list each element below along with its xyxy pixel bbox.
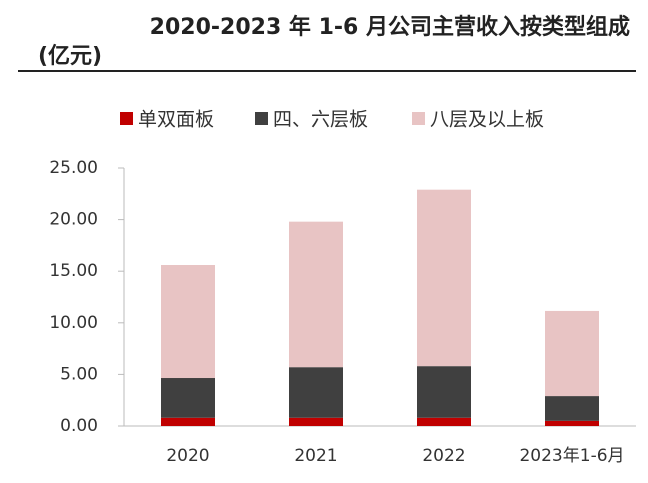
y-tick-label: 15.00	[49, 261, 98, 281]
legend-swatch	[255, 112, 268, 125]
bar-segment	[289, 417, 343, 426]
chart-title: (亿元)	[38, 44, 102, 69]
bar-segment	[417, 366, 471, 418]
x-tick-label: 2020	[166, 446, 209, 466]
bar-segment	[545, 420, 599, 426]
legend-swatch	[412, 112, 425, 125]
legend-label: 四、六层板	[273, 109, 368, 131]
x-tick-label: 2022	[422, 446, 465, 466]
bar-segment	[417, 417, 471, 426]
x-tick-label: 2023年1-6月	[519, 446, 624, 466]
bar-segment	[161, 265, 215, 379]
legend-swatch	[120, 112, 133, 125]
bar-segment	[417, 189, 471, 367]
x-tick-label: 2021	[294, 446, 337, 466]
bar-segment	[289, 221, 343, 368]
y-tick-label: 0.00	[60, 416, 98, 436]
legend-label: 单双面板	[138, 109, 214, 131]
chart-title: 2020-2023 年 1-6 月公司主营收入按类型组成	[150, 14, 630, 40]
bar-segment	[545, 310, 599, 397]
y-tick-label: 20.00	[49, 210, 98, 230]
y-tick-label: 10.00	[49, 313, 98, 333]
legend-label: 八层及以上板	[430, 109, 544, 131]
bar-segment	[161, 417, 215, 426]
y-tick-label: 5.00	[60, 364, 98, 384]
y-tick-label: 25.00	[49, 158, 98, 178]
bar-segment	[161, 378, 215, 418]
bar-segment	[289, 367, 343, 418]
bar-segment	[545, 396, 599, 421]
